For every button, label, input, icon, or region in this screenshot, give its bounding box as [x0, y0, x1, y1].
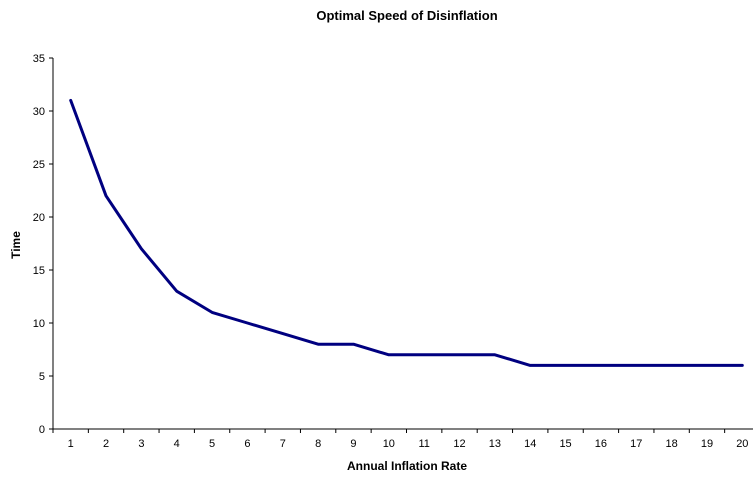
x-tick-label: 19 [701, 438, 713, 450]
y-tick-label: 35 [33, 53, 45, 65]
x-tick-label: 16 [595, 438, 607, 450]
x-tick-label: 17 [630, 438, 642, 450]
x-tick-label: 20 [736, 438, 748, 450]
y-tick-label: 30 [33, 106, 45, 118]
x-tick-label: 11 [418, 438, 429, 450]
x-tick-label: 5 [209, 438, 215, 450]
x-tick-label: 6 [244, 438, 250, 450]
x-tick-label: 2 [103, 438, 109, 450]
x-tick-label: 7 [280, 438, 286, 450]
x-tick-label: 15 [559, 438, 571, 450]
y-tick-label: 0 [39, 424, 45, 436]
x-tick-label: 14 [524, 438, 536, 450]
x-axis-label: Annual Inflation Rate [347, 459, 467, 473]
x-tick-label: 3 [138, 438, 144, 450]
y-tick-label: 5 [39, 371, 45, 383]
y-tick-label: 10 [33, 318, 45, 330]
x-tick-label: 1 [68, 438, 74, 450]
y-tick-label: 15 [33, 265, 45, 277]
x-tick-label: 13 [489, 438, 501, 450]
series-line [69, 98, 744, 367]
x-tick-label: 18 [666, 438, 678, 450]
y-axis-label: Time [9, 231, 23, 259]
y-tick-label: 25 [33, 159, 45, 171]
x-tick-label: 8 [315, 438, 321, 450]
x-tick-label: 12 [453, 438, 465, 450]
x-tick-label: 10 [383, 438, 395, 450]
y-tick-label: 20 [33, 212, 45, 224]
x-tick-label: 9 [350, 438, 356, 450]
chart-title: Optimal Speed of Disinflation [316, 8, 497, 23]
x-tick-label: 4 [174, 438, 180, 450]
